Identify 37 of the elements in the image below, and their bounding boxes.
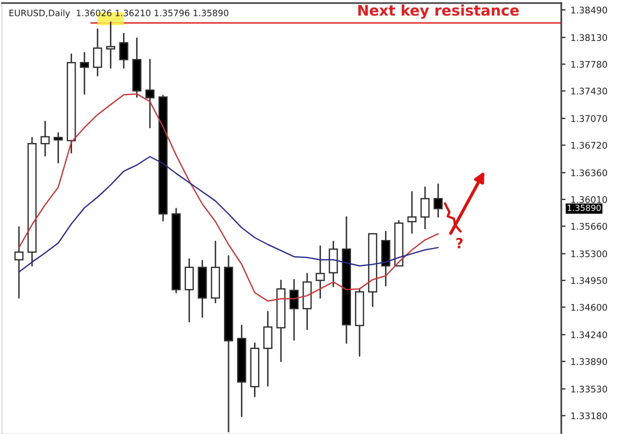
y-tick-label: 1.36010 [571, 196, 608, 203]
candlestick [328, 240, 338, 288]
candlestick [289, 278, 299, 341]
text: 1.35890 [568, 204, 601, 212]
candlestick [316, 245, 325, 299]
y-tick-label: 1.37430 [571, 88, 608, 94]
candlestick [407, 191, 416, 234]
y-tick-label: 1.35300 [571, 250, 608, 258]
candlestick [14, 226, 24, 299]
y-tick-label: 1.38130 [571, 34, 608, 41]
y-tick-label: 1.33180 [571, 412, 608, 420]
candlestick [80, 52, 90, 95]
candlestick [92, 28, 102, 76]
candlestick [119, 32, 128, 69]
y-tick-label: 1.34240 [571, 331, 608, 338]
y-tick-label: 1.37780 [571, 60, 608, 68]
candlestick [54, 132, 63, 164]
text: EURUSD,Daily 1.36026 1.36210 1.35796 1.35890 [9, 10, 228, 18]
candlestick [263, 311, 272, 387]
y-tick-label: 1.34950 [571, 277, 608, 284]
candlestick [40, 120, 50, 157]
ref-line-label: Next key resistance [358, 4, 519, 19]
y-tick-label: 1.33530 [571, 386, 608, 392]
y-tick-label: 1.33890 [571, 358, 608, 365]
y-tick-label: 1.36720 [571, 142, 608, 149]
candlestick [420, 186, 430, 230]
text: ? [456, 238, 463, 248]
candlestick [106, 21, 116, 69]
y-tick-label: 1.36360 [571, 169, 608, 176]
line-series [18, 156, 439, 273]
y-tick-label: 1.35660 [571, 222, 608, 230]
candlestick [145, 58, 154, 128]
candlestick [184, 258, 194, 322]
y-tick-label: 1.38490 [571, 6, 608, 14]
y-tick-label: 1.34600 [571, 304, 608, 311]
y-tick-label: 1.37070 [571, 115, 608, 122]
candlestick [434, 183, 443, 218]
